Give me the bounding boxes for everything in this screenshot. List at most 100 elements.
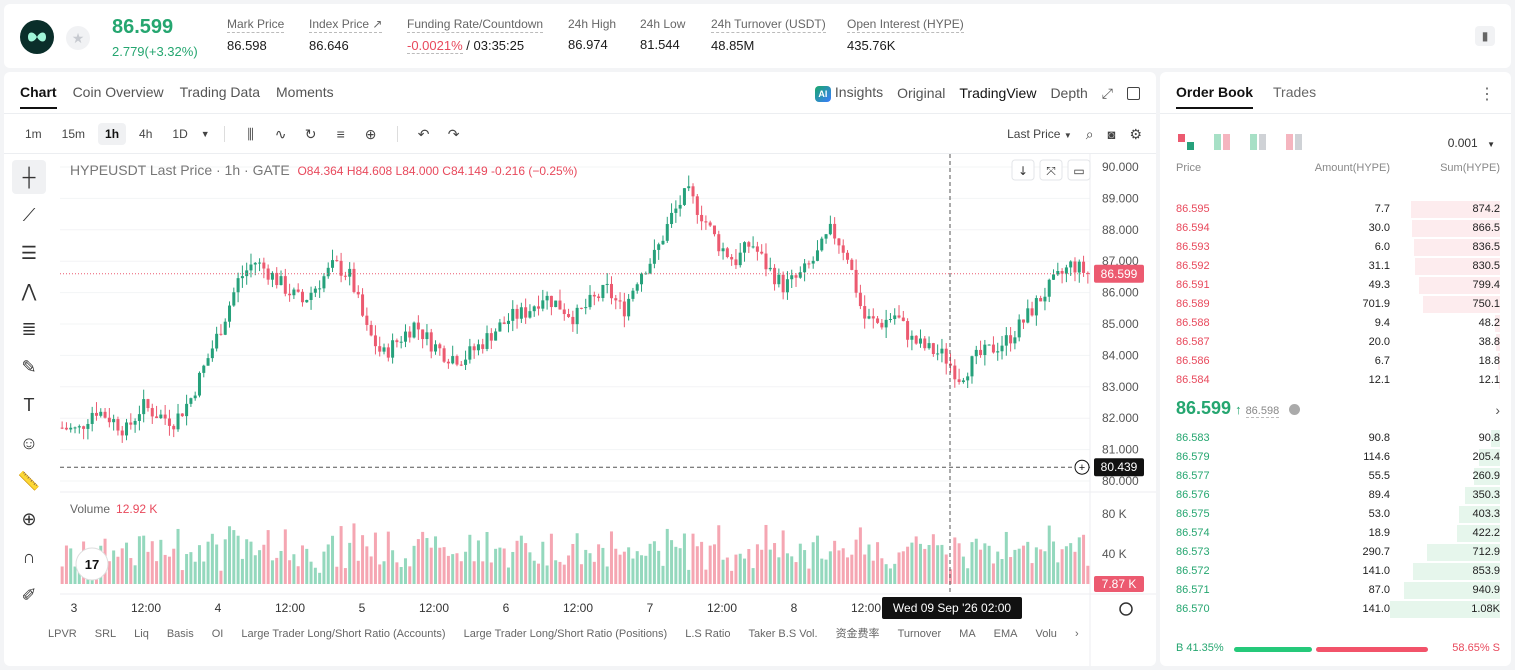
tab-trades[interactable]: Trades xyxy=(1273,84,1317,100)
bid-row[interactable]: 86.575 53.0 403.3 xyxy=(1176,505,1500,524)
ask-row[interactable]: 86.595 7.7 874.2 xyxy=(1176,200,1500,219)
pencil-lock-icon[interactable]: ✐ xyxy=(21,584,37,605)
volume-bar xyxy=(682,533,686,584)
bid-row[interactable]: 86.573 290.7 712.9 xyxy=(1176,543,1500,562)
chevron-right-icon[interactable]: › xyxy=(1495,402,1500,418)
volume-bar xyxy=(961,556,965,584)
indicator-13[interactable]: Volu xyxy=(1035,628,1057,640)
ask-row[interactable]: 86.592 31.1 830.5 xyxy=(1176,257,1500,276)
indicator-8[interactable]: Taker B.S Vol. xyxy=(748,628,818,640)
brush-icon[interactable]: ✎ xyxy=(21,356,37,377)
indicator-4[interactable]: OI xyxy=(211,628,224,640)
timeframe-1m[interactable]: 1m xyxy=(25,127,42,141)
trend-line-icon[interactable]: ⟋ xyxy=(22,204,36,225)
timeframe-1d[interactable]: 1D xyxy=(172,127,188,141)
more-menu-icon[interactable]: ⋮ xyxy=(1479,86,1495,103)
price-source-select[interactable]: Last Price ▼ xyxy=(1007,127,1072,141)
tab-tradingview[interactable]: TradingView xyxy=(959,85,1037,101)
bid-row[interactable]: 86.572 141.0 853.9 xyxy=(1176,562,1500,581)
ask-row[interactable]: 86.594 30.0 866.5 xyxy=(1176,219,1500,238)
precision-select[interactable]: 0.001 ▼ xyxy=(1447,136,1495,150)
window-icon[interactable] xyxy=(1127,86,1140,100)
chevron-down-icon[interactable]: ▼ xyxy=(200,129,210,139)
indicator-5[interactable]: Large Trader Long/Short Ratio (Accounts) xyxy=(241,628,446,640)
bid-row[interactable]: 86.577 55.5 260.9 xyxy=(1176,467,1500,486)
tab-coin-overview[interactable]: Coin Overview xyxy=(72,84,164,100)
stat-index-price[interactable]: Index Price ↗ 86.646 xyxy=(309,17,383,53)
tab-original[interactable]: Original xyxy=(897,85,946,101)
refresh-icon[interactable]: ↻ xyxy=(304,125,317,142)
layout-split-icon[interactable] xyxy=(1214,134,1230,150)
bid-row[interactable]: 86.574 18.9 422.2 xyxy=(1176,524,1500,543)
horizontal-lines-icon[interactable]: ☰ xyxy=(20,242,38,263)
stat-funding-rate[interactable]: Funding Rate/Countdown -0.0021% / 03:35:… xyxy=(407,17,544,54)
indicator-10[interactable]: Turnover xyxy=(897,628,942,640)
ruler-icon[interactable]: 📏 xyxy=(17,470,41,491)
layout-asks-icon[interactable] xyxy=(1286,134,1302,150)
ask-row[interactable]: 86.589 701.9 750.1 xyxy=(1176,295,1500,314)
indicator-3[interactable]: Basis xyxy=(166,628,194,640)
magnet-icon[interactable]: ∩ xyxy=(22,546,36,567)
bid-row[interactable]: 86.579 114.6 205.4 xyxy=(1176,448,1500,467)
indicators-icon[interactable]: ∿ xyxy=(274,125,287,142)
expand-icon[interactable]: ⤢ xyxy=(1101,84,1113,101)
chart-svg[interactable]: 90.000 89.000 88.000 87.000 86.000 85.000 84.0… xyxy=(60,154,1156,666)
price-chart[interactable]: 90.000 89.000 88.000 87.000 86.000 85.000 84.0… xyxy=(60,154,1156,666)
add-alert-icon[interactable]: ⊕ xyxy=(364,125,377,142)
indicator-1[interactable]: SRL xyxy=(94,628,117,640)
timeframe-4h[interactable]: 4h xyxy=(139,127,153,141)
gear-icon[interactable]: ⚙ xyxy=(1129,125,1142,142)
timeframe-1h[interactable]: 1h xyxy=(98,123,127,145)
text-icon[interactable]: T xyxy=(23,394,35,415)
indicator-7[interactable]: L.S Ratio xyxy=(685,628,731,640)
ask-row[interactable]: 86.591 49.3 799.4 xyxy=(1176,276,1500,295)
chart-control-btn-2 xyxy=(1067,159,1091,181)
tab-moments[interactable]: Moments xyxy=(276,84,334,100)
candle-body xyxy=(468,346,472,360)
favorite-star-icon[interactable]: ★ xyxy=(66,26,90,50)
candle-body xyxy=(841,245,845,253)
stat-mark-price[interactable]: Mark Price 86.598 xyxy=(227,17,285,53)
redo-icon[interactable]: ↷ xyxy=(447,125,460,142)
indicator-11[interactable]: MA xyxy=(959,628,976,640)
tab-insights[interactable]: AI Insights xyxy=(814,84,883,102)
tab-trading-data[interactable]: Trading Data xyxy=(179,84,261,100)
volume-bar xyxy=(734,554,738,584)
bid-row[interactable]: 86.570 141.0 1.08K xyxy=(1176,600,1500,619)
layout-both-icon[interactable] xyxy=(1178,134,1194,150)
tab-depth[interactable]: Depth xyxy=(1050,85,1088,101)
indicator-0[interactable]: LPVR xyxy=(48,628,77,640)
search-icon[interactable]: ⌕ xyxy=(1085,125,1094,142)
layout-bids-icon[interactable] xyxy=(1250,134,1266,150)
indicator-6[interactable]: Large Trader Long/Short Ratio (Positions… xyxy=(463,628,668,640)
ask-row[interactable]: 86.587 20.0 38.8 xyxy=(1176,333,1500,352)
indicator-12[interactable]: EMA xyxy=(993,628,1018,640)
emoji-icon[interactable]: ☺ xyxy=(19,432,39,453)
fib-icon[interactable]: ≣ xyxy=(21,318,37,339)
chevron-right-icon[interactable]: › xyxy=(1074,628,1079,640)
ask-row[interactable]: 86.588 9.4 48.2 xyxy=(1176,314,1500,333)
book-icon[interactable]: ▮ xyxy=(1475,26,1495,46)
ask-row[interactable]: 86.586 6.7 18.8 xyxy=(1176,352,1500,371)
pattern-icon[interactable]: ⋀ xyxy=(21,280,37,301)
candle-type-icon[interactable]: ⫼ xyxy=(247,125,254,142)
ask-row[interactable]: 86.593 6.0 836.5 xyxy=(1176,238,1500,257)
tab-chart[interactable]: Chart xyxy=(20,84,57,109)
timeframe-15m[interactable]: 15m xyxy=(61,127,86,141)
camera-icon[interactable]: ◙ xyxy=(1107,126,1116,142)
tab-order-book[interactable]: Order Book xyxy=(1176,84,1254,109)
chart-control-btn-1 xyxy=(1039,159,1063,181)
bid-row[interactable]: 86.576 89.4 350.3 xyxy=(1176,486,1500,505)
settings-list-icon[interactable]: ≡ xyxy=(336,126,345,142)
bid-row[interactable]: 86.571 87.0 940.9 xyxy=(1176,581,1500,600)
depth-bar xyxy=(1413,563,1500,580)
indicator-9[interactable]: 资金费率 xyxy=(835,628,880,640)
zoom-icon[interactable]: ⊕ xyxy=(21,508,37,529)
crosshair-icon[interactable]: ┼ xyxy=(12,160,46,194)
volume-bar xyxy=(1056,562,1060,584)
bid-row[interactable]: 86.583 90.8 90.8 xyxy=(1176,429,1500,448)
divider xyxy=(1160,113,1511,114)
ask-row[interactable]: 86.584 12.1 12.1 xyxy=(1176,371,1500,390)
indicator-2[interactable]: Liq xyxy=(134,628,149,640)
undo-icon[interactable]: ↶ xyxy=(417,125,430,142)
